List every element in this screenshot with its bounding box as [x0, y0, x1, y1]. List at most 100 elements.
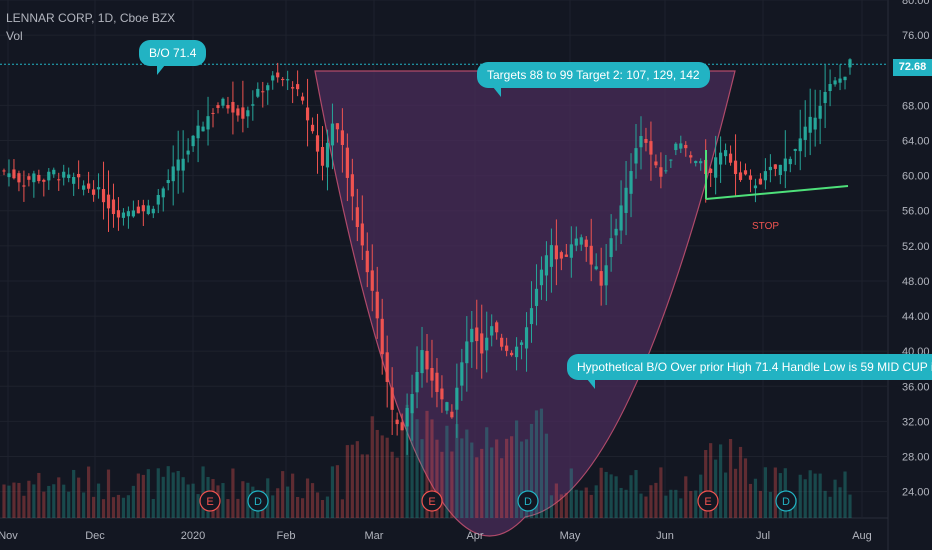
targets-callout[interactable]: Targets 88 to 99 Target 2: 107, 129, 142: [477, 62, 710, 97]
candle-body: [87, 183, 91, 189]
dividend-marker[interactable]: D: [775, 490, 797, 512]
earnings-marker[interactable]: E: [697, 490, 719, 512]
candle-body: [286, 79, 290, 81]
candle-body: [415, 371, 419, 393]
volume-bar: [291, 473, 295, 518]
candle-body: [425, 350, 429, 370]
candle-body: [296, 84, 300, 90]
candle-body: [355, 207, 359, 228]
volume-bar: [52, 484, 56, 518]
breakout-callout[interactable]: B/O 71.4: [139, 40, 207, 75]
volume-bar: [385, 437, 389, 518]
candle-body: [510, 352, 514, 356]
candle-body: [659, 167, 663, 177]
volume-bar: [300, 498, 305, 518]
volume-bar: [644, 496, 648, 518]
volume-bar: [664, 495, 668, 518]
candle-body: [101, 189, 106, 203]
candle-body: [241, 107, 245, 119]
volume-bar: [559, 494, 563, 518]
volume-bar: [733, 468, 738, 518]
volume-bar: [534, 410, 539, 518]
y-tick-label: 64.00: [902, 135, 930, 147]
candle-body: [201, 126, 205, 132]
volume-bar: [42, 491, 46, 518]
earnings-marker[interactable]: E: [199, 490, 221, 512]
volume-bar: [276, 488, 280, 518]
candle-body: [156, 194, 160, 205]
y-tick-label: 60.00: [902, 171, 930, 183]
candle-body: [395, 419, 399, 425]
candle-body: [629, 171, 633, 194]
candle-body: [455, 387, 459, 410]
candle-body: [495, 322, 499, 333]
volume-bar: [500, 458, 504, 518]
candle-body: [719, 152, 723, 165]
volume-bar: [594, 485, 598, 518]
volume-bar: [310, 483, 315, 518]
svg-text:D: D: [524, 496, 532, 508]
y-tick-label: 36.00: [902, 381, 930, 393]
candle-body: [420, 350, 424, 374]
volume-bar: [405, 404, 409, 518]
volume-bar: [634, 470, 638, 518]
volume-bar: [226, 499, 230, 518]
candle-body: [773, 164, 777, 169]
candle-body: [191, 135, 195, 147]
volume-bar: [340, 499, 344, 518]
candlesticks: [2, 58, 852, 455]
volume-bar: [793, 498, 797, 518]
volume-bar: [67, 491, 71, 518]
volume-bar: [823, 490, 827, 518]
candle-body: [614, 228, 618, 236]
volume-bar: [32, 484, 36, 518]
candle-body: [445, 402, 449, 411]
volume-bar: [445, 425, 449, 518]
volume-bar: [156, 468, 160, 518]
volume-bar: [281, 471, 285, 518]
y-tick-label: 76.00: [902, 30, 930, 42]
candle-body: [674, 143, 678, 151]
volume-bar: [510, 436, 514, 518]
volume-bar: [151, 498, 155, 518]
volume-bar: [584, 487, 588, 518]
candle-body: [609, 238, 613, 258]
candle-body: [813, 117, 817, 130]
volume-bar: [116, 494, 121, 518]
candle-body: [385, 352, 389, 382]
volume-bar: [415, 419, 419, 518]
volume-bar: [604, 471, 608, 518]
candle-body: [330, 123, 335, 146]
volume-bar: [798, 474, 802, 518]
volume-bar: [669, 489, 673, 518]
volume-bar: [758, 490, 763, 518]
dividend-marker[interactable]: D: [247, 490, 269, 512]
volume-bar: [773, 467, 777, 518]
candle-body: [828, 83, 832, 92]
candle-body: [435, 372, 439, 392]
candle-body: [236, 108, 240, 116]
candle-body: [166, 179, 170, 184]
volume-bar: [519, 441, 524, 518]
volume-bar: [236, 498, 240, 518]
candle-body: [226, 104, 230, 109]
candle-body: [335, 123, 340, 130]
candle-body: [723, 150, 728, 157]
candle-body: [848, 59, 852, 68]
earnings-marker[interactable]: E: [421, 490, 443, 512]
candle-body: [47, 171, 51, 181]
candle-body: [126, 211, 131, 217]
hypothesis-callout[interactable]: Hypothetical B/O Over prior High 71.4 Ha…: [567, 354, 932, 389]
volume-bar: [201, 466, 205, 518]
candle-body: [116, 210, 121, 218]
volume-bar: [564, 492, 568, 518]
x-tick-label: Jun: [656, 530, 674, 542]
candle-body: [470, 328, 474, 343]
dividend-marker[interactable]: D: [517, 490, 539, 512]
volume-bar: [554, 483, 558, 518]
volume-bar: [753, 478, 758, 518]
candle-body: [833, 80, 837, 85]
candle-body: [529, 308, 534, 325]
